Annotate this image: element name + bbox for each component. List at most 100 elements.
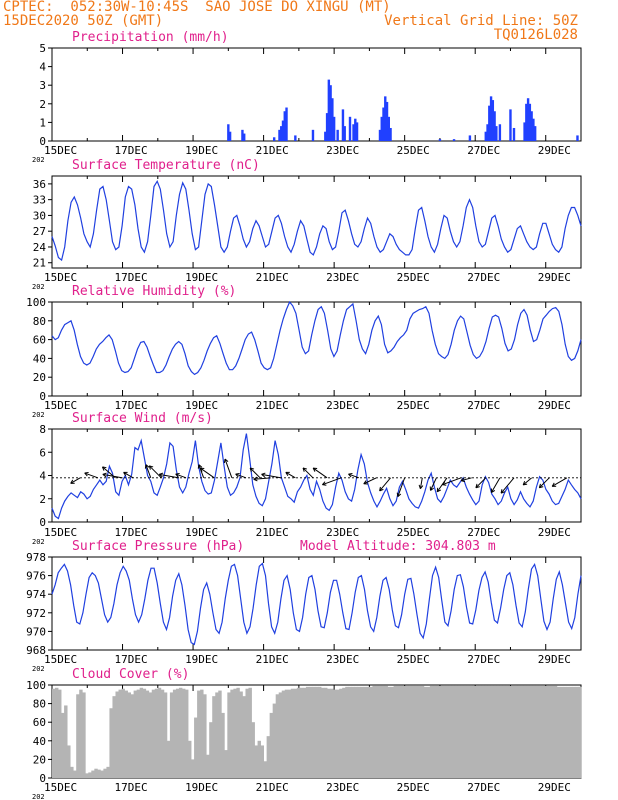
wind-arrow-head-31-0 — [500, 491, 506, 494]
cloud-bar-158 — [529, 685, 534, 778]
cloud-bar-101 — [357, 686, 361, 778]
cloud-bar-108 — [378, 685, 382, 778]
y-tick-label-5-0: 0 — [39, 772, 46, 785]
cloud-bar-14 — [94, 768, 98, 778]
wind-arrow-8 — [175, 473, 187, 479]
cloud-bar-133 — [454, 685, 458, 778]
cloud-bar-24 — [124, 690, 128, 778]
precip-bar-36 — [486, 124, 489, 141]
cloud-bar-7 — [73, 770, 77, 778]
x-label-4-6: 27DEC — [467, 653, 500, 666]
cloud-bar-21 — [115, 691, 119, 778]
x-label-1-0: 15DEC — [44, 271, 77, 284]
cloud-bar-140 — [475, 685, 479, 778]
wind-arrow-head-17-0 — [302, 467, 305, 472]
cloud-bar-125 — [429, 685, 434, 778]
precip-bar-39 — [491, 100, 495, 141]
precip-bar-11 — [311, 129, 315, 141]
cloud-bar-13 — [91, 770, 95, 778]
year-stub-5: 202 — [32, 793, 45, 800]
cloud-bar-94 — [336, 689, 340, 778]
wind-arrow-7 — [159, 473, 180, 479]
cloud-bar-81 — [296, 687, 301, 778]
cloud-bar-70 — [263, 761, 268, 778]
precip-bar-24 — [355, 122, 359, 141]
wind-arrow-head-14-0 — [253, 478, 258, 482]
cloud-bar-162 — [541, 685, 546, 778]
panel-frame-1 — [51, 175, 582, 269]
y-tick-label-3-0: 0 — [39, 516, 46, 529]
cloud-bar-53 — [212, 696, 216, 778]
wind-arrow-head-32-1 — [522, 480, 526, 486]
cloud-bar-143 — [484, 685, 488, 778]
wind-arrow-23 — [397, 477, 406, 497]
wind-arrow-head-22-1 — [379, 486, 381, 491]
cloud-bar-46 — [191, 759, 195, 778]
x-label-0-6: 27DEC — [467, 144, 500, 157]
cloud-bar-65 — [248, 687, 252, 778]
cloud-bar-111 — [387, 686, 391, 778]
cloud-bar-113 — [393, 685, 398, 778]
cloud-bar-29 — [139, 687, 144, 778]
precip-bar-31 — [389, 127, 392, 141]
cloud-bar-77 — [284, 689, 289, 778]
wind-arrow-14 — [253, 477, 271, 480]
wind-arrow-11 — [224, 458, 233, 478]
cloud-bar-67 — [254, 745, 258, 778]
x-label-1-7: 29DEC — [538, 271, 571, 284]
cloud-bar-47 — [194, 717, 198, 778]
cloud-bar-58 — [227, 692, 231, 778]
wind-arrow-head-14-1 — [253, 476, 258, 480]
wind-arrow-head-34-1 — [551, 482, 555, 487]
x-label-1-3: 21DEC — [256, 271, 289, 284]
x-label-2-6: 27DEC — [467, 399, 500, 412]
y-tick-label-1-0: 21 — [33, 257, 46, 270]
cloud-bar-66 — [251, 722, 255, 778]
cloud-bar-12 — [88, 772, 92, 778]
y-tick-label-2-2: 40 — [33, 352, 46, 365]
cloud-bar-28 — [136, 689, 141, 778]
panel-title-1: Surface Temperature (nC) — [72, 158, 260, 173]
cloud-bar-149 — [502, 685, 506, 778]
cloud-bar-115 — [399, 685, 404, 778]
cloud-bar-96 — [342, 687, 346, 778]
cloud-bar-73 — [272, 703, 277, 778]
wind-arrow-head-3-1 — [102, 472, 107, 475]
precip-bar-2 — [241, 129, 244, 141]
precip-bar-22 — [352, 124, 355, 141]
precip-bar-37 — [488, 105, 491, 141]
cloud-bar-35 — [157, 687, 162, 778]
cloud-bar-167 — [556, 686, 561, 778]
cloud-bar-32 — [148, 692, 153, 778]
cloud-bar-75 — [278, 692, 283, 778]
x-label-2-0: 15DEC — [44, 399, 77, 412]
cloud-bar-16 — [100, 770, 104, 778]
x-label-5-0: 15DEC — [44, 781, 77, 794]
cloud-bar-56 — [221, 712, 225, 778]
cloud-bar-100 — [354, 686, 358, 778]
x-label-3-2: 19DEC — [185, 526, 218, 539]
series-line-3 — [51, 433, 582, 520]
cloud-bar-121 — [417, 685, 422, 778]
y-tick-label-2-5: 100 — [26, 296, 46, 309]
wind-arrow-head-25-0 — [430, 487, 435, 491]
cloud-bar-62 — [239, 691, 243, 778]
cloud-bar-144 — [487, 685, 491, 778]
cloud-bar-10 — [82, 692, 86, 778]
precip-bar-38 — [489, 96, 493, 141]
precip-bar-43 — [509, 109, 512, 141]
y-tick-label-5-2: 40 — [33, 735, 46, 748]
wind-arrow-1 — [84, 472, 99, 479]
wind-arrow-head-12-0 — [235, 473, 239, 478]
y-tick-label-3-3: 6 — [39, 446, 46, 459]
panel-frame-0 — [51, 47, 582, 142]
cloud-bar-2 — [58, 689, 62, 778]
cloud-bar-139 — [472, 685, 476, 778]
cloud-bar-129 — [441, 685, 446, 778]
cloud-bar-164 — [547, 685, 552, 778]
precip-bar-47 — [526, 98, 530, 141]
x-label-1-4: 23DEC — [326, 271, 359, 284]
cloud-bar-72 — [269, 712, 274, 778]
x-label-2-5: 25DEC — [397, 399, 430, 412]
y-tick-label-2-0: 0 — [39, 390, 46, 403]
